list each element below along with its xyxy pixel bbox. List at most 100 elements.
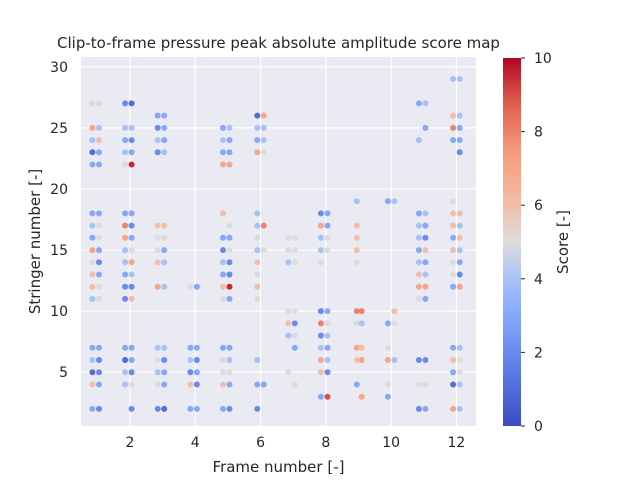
data-point (254, 259, 261, 266)
data-point (324, 210, 331, 217)
data-point (226, 283, 233, 290)
data-point (317, 247, 324, 254)
data-point (450, 381, 457, 388)
data-point (324, 222, 331, 229)
data-point (391, 320, 398, 327)
data-point (226, 124, 233, 131)
data-point (415, 234, 422, 241)
data-point (96, 405, 102, 412)
data-point (89, 283, 96, 290)
data-point (456, 357, 463, 363)
data-point (317, 344, 324, 351)
data-point (254, 149, 261, 156)
data-point (89, 100, 96, 107)
data-point (193, 283, 200, 290)
data-point (89, 247, 96, 254)
y-axis-label: Stringer number [-] (26, 169, 44, 314)
data-point (285, 369, 292, 376)
data-point (193, 405, 200, 412)
data-point (317, 369, 324, 376)
data-point (128, 149, 135, 156)
data-point (254, 357, 261, 363)
data-point (128, 100, 135, 107)
data-point (89, 381, 96, 388)
data-point (154, 357, 161, 363)
data-point (260, 124, 267, 131)
data-point (154, 137, 161, 144)
data-point (187, 357, 194, 363)
data-point (450, 198, 457, 205)
colorbar-tick-label: 4 (534, 272, 543, 288)
data-point (220, 210, 226, 217)
data-point (187, 283, 194, 290)
data-point (254, 271, 261, 278)
data-point (415, 210, 422, 217)
data-point (154, 124, 161, 131)
data-point (450, 112, 457, 119)
data-point (291, 247, 298, 254)
data-point (391, 308, 398, 315)
data-point (128, 259, 135, 266)
data-point (456, 271, 463, 278)
data-point (450, 283, 457, 290)
data-point (128, 247, 135, 254)
plot-area (81, 57, 476, 426)
data-point (450, 234, 457, 241)
data-point (89, 210, 96, 217)
data-point (384, 357, 391, 363)
data-point (226, 247, 233, 254)
data-point (291, 381, 298, 388)
y-tick-labels: 5 10 15 20 25 30 (50, 60, 68, 381)
data-point (122, 222, 129, 229)
data-point (154, 234, 161, 241)
colorbar (503, 58, 521, 426)
data-point (391, 198, 398, 205)
data-point (353, 198, 360, 205)
data-point (324, 308, 331, 315)
data-point (128, 210, 135, 217)
data-point (161, 124, 168, 131)
data-point (450, 405, 457, 412)
data-point (324, 320, 331, 327)
data-point (353, 247, 360, 254)
data-point (187, 344, 194, 351)
data-point (96, 222, 102, 229)
data-point (456, 344, 463, 351)
data-point (128, 344, 135, 351)
x-tick-label: 6 (256, 435, 265, 451)
data-point (456, 222, 463, 229)
y-tick-label: 15 (50, 243, 68, 259)
data-point (260, 222, 267, 229)
data-point (415, 100, 422, 107)
colorbar-tick-label: 6 (534, 198, 543, 214)
data-point (122, 357, 129, 363)
data-point (450, 247, 457, 254)
data-point (122, 234, 129, 241)
data-point (89, 344, 96, 351)
data-point (96, 283, 102, 290)
data-points (89, 76, 463, 412)
data-point (154, 369, 161, 376)
data-point (456, 283, 463, 290)
data-point (384, 198, 391, 205)
data-point (358, 393, 365, 400)
data-point (358, 320, 365, 327)
data-point (324, 369, 331, 376)
data-point (96, 381, 102, 388)
data-point (226, 222, 233, 229)
data-point (154, 222, 161, 229)
data-point (226, 271, 233, 278)
data-point (422, 247, 429, 254)
data-point (122, 369, 129, 376)
data-point (89, 222, 96, 229)
data-point (96, 210, 102, 217)
data-point (226, 357, 233, 363)
data-point (415, 137, 422, 144)
data-point (161, 381, 168, 388)
data-point (456, 76, 463, 82)
data-point (161, 283, 168, 290)
data-point (89, 259, 96, 266)
data-point (415, 271, 422, 278)
data-point (450, 259, 457, 266)
colorbar-tick-label: 2 (534, 345, 543, 361)
